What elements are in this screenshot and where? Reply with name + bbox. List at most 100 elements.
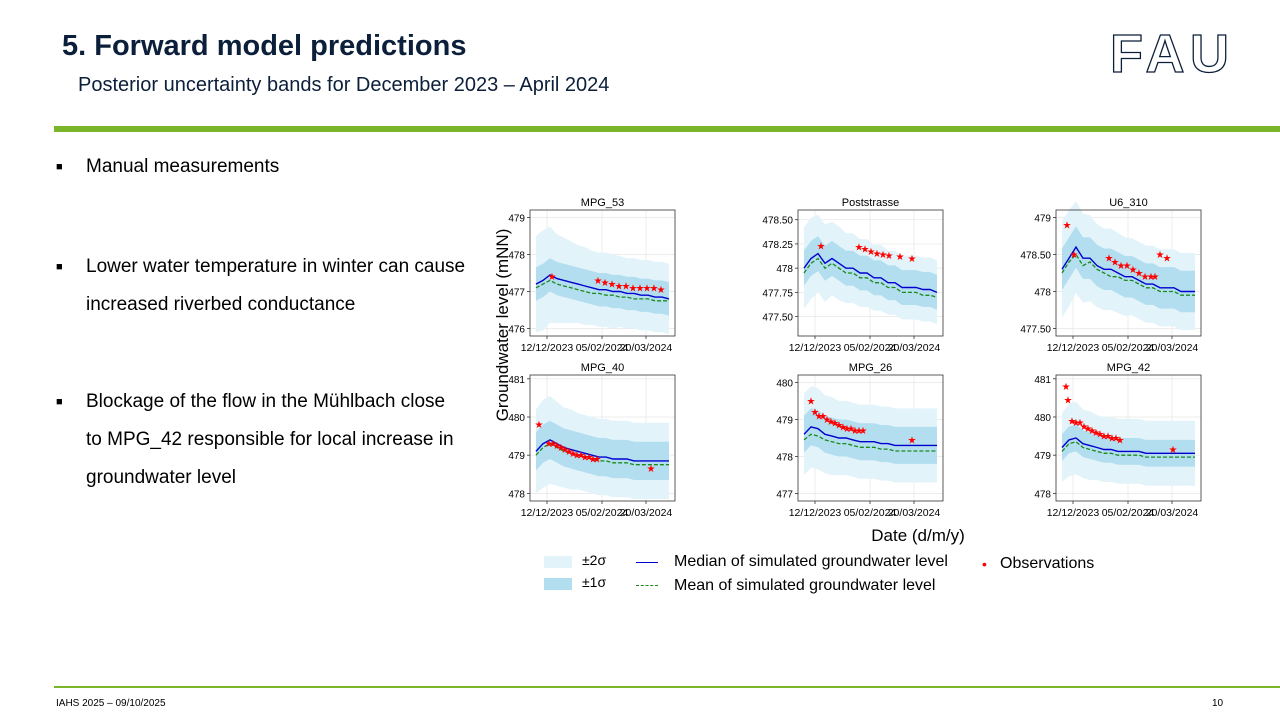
x-tick-label: 20/03/2024 xyxy=(620,342,673,354)
y-tick-label: 478 xyxy=(776,264,793,275)
slide-subtitle: Posterior uncertainty bands for December… xyxy=(78,74,610,96)
observation-marker: ★ xyxy=(647,464,656,475)
y-tick-label: 479 xyxy=(508,451,525,462)
observation-marker: ★ xyxy=(1135,269,1144,280)
y-tick-label: 478 xyxy=(508,489,525,500)
band-1sigma xyxy=(536,420,669,480)
observation-marker: ★ xyxy=(831,419,840,430)
observation-marker: ★ xyxy=(817,241,826,252)
y-axis-label: Groundwater level (mNN) xyxy=(493,229,512,422)
y-tick-label: 478.50 xyxy=(1020,250,1051,261)
x-tick-label: 12/12/2023 xyxy=(1047,342,1100,354)
y-tick-label: 477 xyxy=(776,490,793,501)
observation-marker: ★ xyxy=(1151,272,1160,283)
y-tick-label: 480 xyxy=(776,378,793,389)
observation-marker: ★ xyxy=(548,272,557,283)
band-1sigma xyxy=(804,408,937,464)
y-tick-label: 478 xyxy=(1034,489,1051,500)
mean-line xyxy=(1061,441,1195,458)
observation-marker: ★ xyxy=(1112,434,1121,445)
legend-label-1sigma: ±1σ xyxy=(582,574,607,590)
page-number: 10 xyxy=(1212,698,1224,709)
x-tick-label: 20/03/2024 xyxy=(888,342,941,354)
x-tick-label: 05/02/2024 xyxy=(576,342,629,354)
observation-marker: ★ xyxy=(1169,445,1178,456)
observation-marker: ★ xyxy=(1105,254,1114,265)
y-tick-label: 478 xyxy=(508,250,525,261)
y-tick-label: 479 xyxy=(508,213,525,224)
panel-frame xyxy=(529,374,676,502)
median-line xyxy=(803,426,937,447)
legend-line-mean xyxy=(636,585,658,586)
chart-panel: ★ ★★★★★★ ★ ★477.50477.75478478.25478.5012/1… xyxy=(762,197,944,354)
legend-label-median: Median of simulated groundwater level xyxy=(674,553,948,570)
logo-text: FAU xyxy=(1110,28,1226,76)
y-tick-label: 479 xyxy=(1034,213,1051,224)
observation-marker: ★ xyxy=(657,285,666,296)
observation-marker: ★ xyxy=(585,453,594,464)
mean-line xyxy=(535,442,669,466)
bullet-square-icon: ■ xyxy=(56,161,63,173)
y-tick-label: 478 xyxy=(776,453,793,464)
y-tick-label: 477.75 xyxy=(762,288,793,299)
x-tick-label: 12/12/2023 xyxy=(789,342,842,354)
observation-marker: ★ xyxy=(879,250,888,261)
legend-observation-marker: • xyxy=(982,556,987,572)
legend-swatch-2sigma xyxy=(544,556,572,568)
median-line xyxy=(1061,245,1195,293)
observation-marker: ★ xyxy=(1100,432,1109,443)
observation-marker: ★ xyxy=(1116,435,1125,446)
observation-marker: ★ xyxy=(815,411,824,422)
y-tick-label: 479 xyxy=(776,415,793,426)
observation-marker: ★ xyxy=(1064,395,1073,406)
observation-marker: ★ xyxy=(565,447,574,458)
observation-marker: ★ xyxy=(1084,424,1093,435)
observation-marker: ★ xyxy=(1068,416,1077,427)
observation-marker: ★ xyxy=(835,421,844,432)
observation-marker: ★ xyxy=(1104,432,1113,443)
y-tick-label: 478 xyxy=(1034,288,1051,299)
chart-legend: ±2σ ±1σ Median of simulated groundwater … xyxy=(544,552,1144,602)
y-tick-label: 478.25 xyxy=(762,240,793,251)
panel-frame xyxy=(797,209,944,337)
y-tick-label: 477.50 xyxy=(762,313,793,324)
observation-marker: ★ xyxy=(823,415,832,426)
slide-title: 5. Forward model predictions xyxy=(62,30,467,62)
bullet-square-icon: ■ xyxy=(56,396,63,408)
median-line xyxy=(1061,437,1195,454)
observation-marker: ★ xyxy=(1076,418,1085,429)
legend-label-2sigma: ±2σ xyxy=(582,552,607,568)
observation-marker: ★ xyxy=(1096,430,1105,441)
band-1sigma xyxy=(1062,424,1195,467)
observation-marker: ★ xyxy=(885,251,894,262)
panel-title: MPG_53 xyxy=(581,197,624,209)
x-tick-label: 12/12/2023 xyxy=(1047,507,1100,519)
y-tick-label: 480 xyxy=(1034,413,1051,424)
observation-marker: ★ xyxy=(535,420,544,431)
band-1sigma xyxy=(1062,226,1195,313)
observation-marker: ★ xyxy=(819,411,828,422)
panel-title: MPG_40 xyxy=(581,362,624,374)
observation-marker: ★ xyxy=(867,247,876,258)
bullet-square-icon: ■ xyxy=(56,261,63,273)
observation-marker: ★ xyxy=(622,281,631,292)
observation-marker: ★ xyxy=(861,244,870,255)
footer-conference: IAHS 2025 – 09/10/2025 xyxy=(56,698,166,709)
legend-swatch-1sigma xyxy=(544,578,572,590)
x-tick-label: 12/12/2023 xyxy=(789,507,842,519)
bullet-text: Blockage of the flow in the Mühlbach clo… xyxy=(86,391,454,488)
median-line xyxy=(535,274,670,300)
x-tick-label: 20/03/2024 xyxy=(620,507,673,519)
x-tick-label: 20/03/2024 xyxy=(888,507,941,519)
x-tick-label: 05/02/2024 xyxy=(844,342,897,354)
x-axis-label: Date (d/m/y) xyxy=(871,526,965,545)
observation-marker: ★ xyxy=(896,252,905,263)
observation-marker: ★ xyxy=(569,449,578,460)
observation-marker: ★ xyxy=(581,453,590,464)
chart-panel: ★★ ★★★★★★★★★★★477.50478478.5047912/12/202… xyxy=(1020,197,1202,354)
observation-marker: ★ xyxy=(807,396,816,407)
panel-title: U6_310 xyxy=(1109,197,1148,209)
observation-marker: ★ xyxy=(549,439,558,450)
